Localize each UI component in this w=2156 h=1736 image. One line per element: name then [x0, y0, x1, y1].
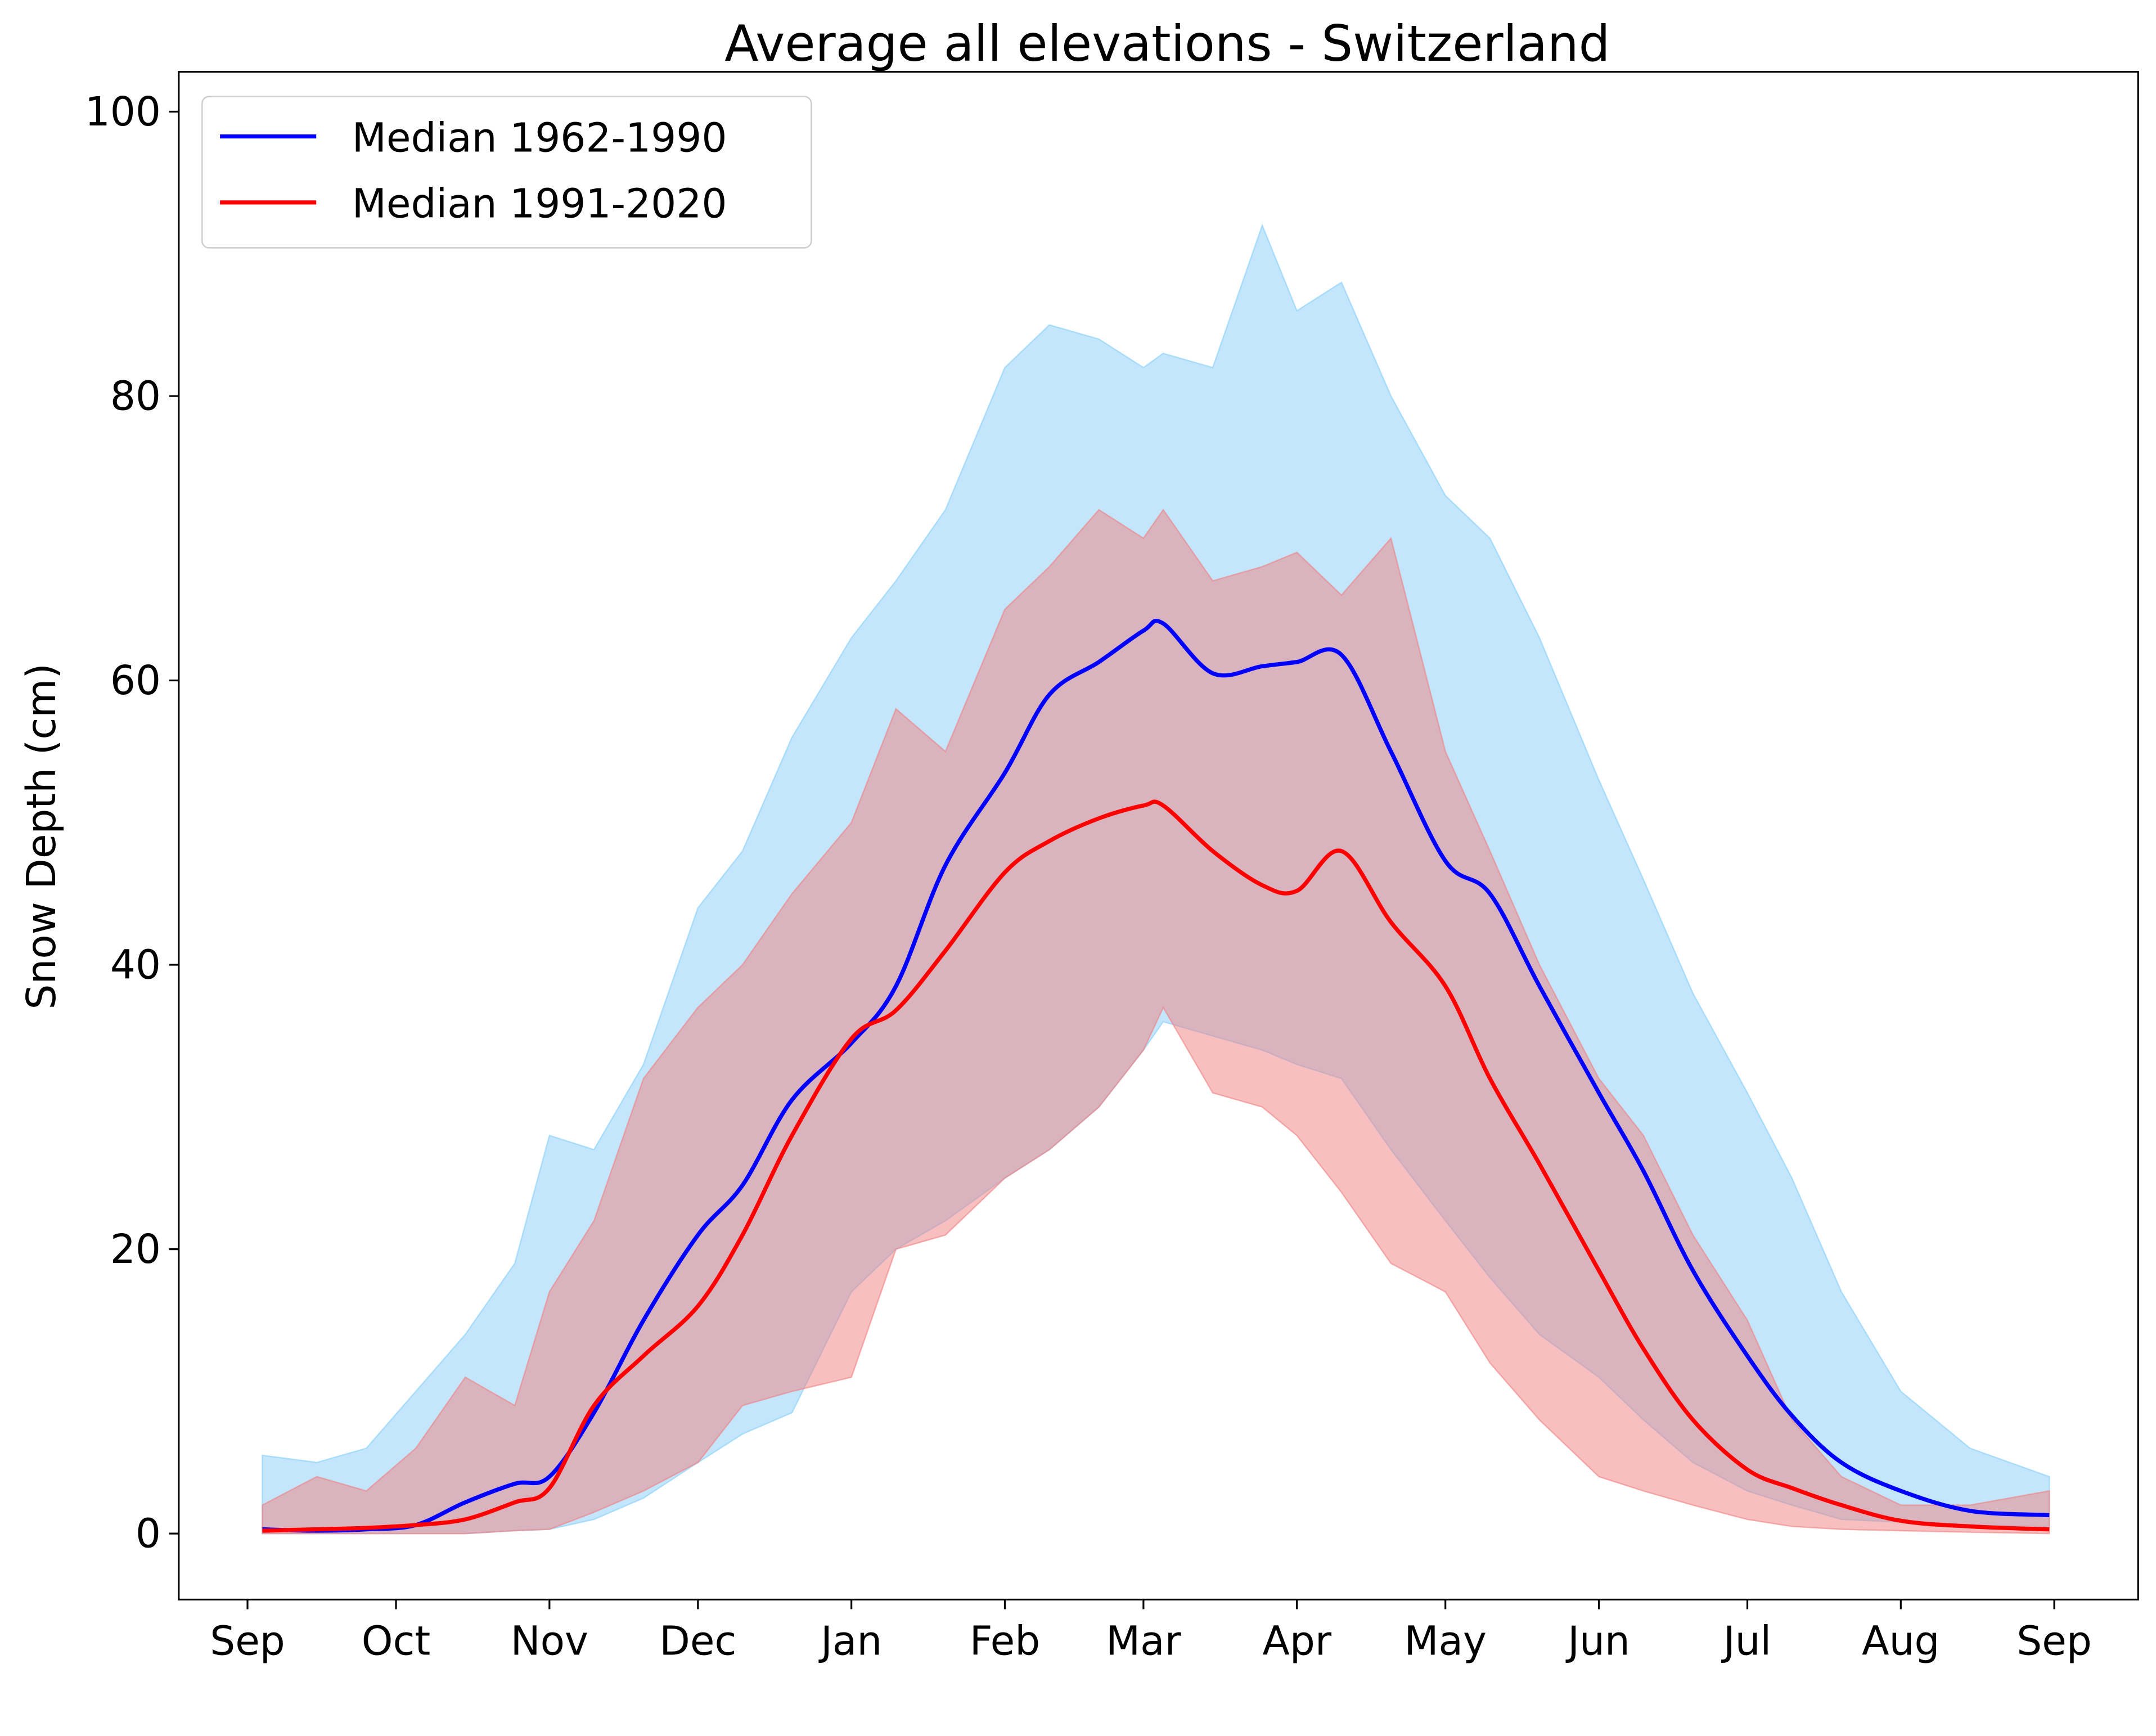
y-tick-label: 60: [110, 657, 161, 704]
x-tick-label: Sep: [2017, 1617, 2092, 1664]
y-tick-label: 100: [85, 88, 161, 135]
y-tick-label: 0: [136, 1510, 161, 1557]
y-tick-label: 20: [110, 1226, 161, 1272]
x-tick-label: Feb: [970, 1617, 1040, 1664]
x-tick-label: Apr: [1262, 1617, 1331, 1664]
median-lines: [262, 618, 2050, 1533]
x-tick-label: Aug: [1862, 1617, 1939, 1664]
x-axis: Sep Oct Nov Dec Jan Feb Mar Apr May Jun Jul Aug Sep: [210, 1599, 2092, 1664]
x-tick-label: Sep: [210, 1617, 285, 1664]
y-axis-label: Snow Depth (cm): [18, 663, 65, 1009]
line-median-1991-2020: [262, 799, 2050, 1533]
x-tick-label: Mar: [1106, 1617, 1182, 1664]
x-tick-label: May: [1404, 1617, 1487, 1664]
x-tick-label: Dec: [659, 1617, 736, 1664]
x-tick-label: Jun: [1565, 1617, 1630, 1664]
plot-frame: [178, 71, 2139, 1601]
x-tick-label: Jul: [1721, 1617, 1772, 1664]
legend-label-1991-2020: Median 1991-2020: [352, 181, 727, 227]
y-tick-label: 80: [110, 372, 161, 419]
y-axis: 0 20 40 60 80 100: [85, 88, 179, 1557]
line-median-1962-1990: [262, 618, 2050, 1533]
y-tick-label: 40: [110, 942, 161, 988]
legend-label-1962-1990: Median 1962-1990: [352, 114, 727, 161]
legend-box: [201, 96, 812, 249]
chart-title: Average all elevations - Switzerland: [724, 15, 1610, 73]
x-tick-label: Oct: [362, 1617, 431, 1664]
x-tick-label: Nov: [511, 1617, 588, 1664]
legend: Median 1962-1990 Median 1991-2020: [201, 96, 812, 249]
uncertainty-bands: [262, 223, 2050, 1535]
x-tick-label: Jan: [818, 1617, 882, 1664]
